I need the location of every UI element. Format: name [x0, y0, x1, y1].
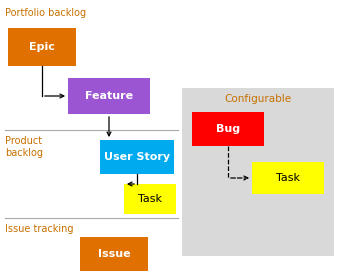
- Bar: [100, 140, 174, 174]
- Text: Bug: Bug: [216, 124, 240, 134]
- Bar: [182, 88, 334, 256]
- Bar: [252, 162, 324, 194]
- Text: Epic: Epic: [29, 42, 55, 52]
- Text: User Story: User Story: [104, 152, 170, 162]
- Text: Task: Task: [138, 194, 162, 204]
- Bar: [192, 112, 264, 146]
- Text: Task: Task: [276, 173, 300, 183]
- Bar: [80, 237, 148, 271]
- Text: Issue: Issue: [98, 249, 130, 259]
- Text: Issue tracking: Issue tracking: [5, 224, 73, 234]
- Bar: [68, 78, 150, 114]
- Text: Feature: Feature: [85, 91, 133, 101]
- Text: Portfolio backlog: Portfolio backlog: [5, 8, 86, 18]
- Text: Product
backlog: Product backlog: [5, 136, 43, 158]
- Text: Configurable: Configurable: [224, 94, 292, 104]
- Bar: [8, 28, 76, 66]
- Bar: [124, 184, 176, 214]
